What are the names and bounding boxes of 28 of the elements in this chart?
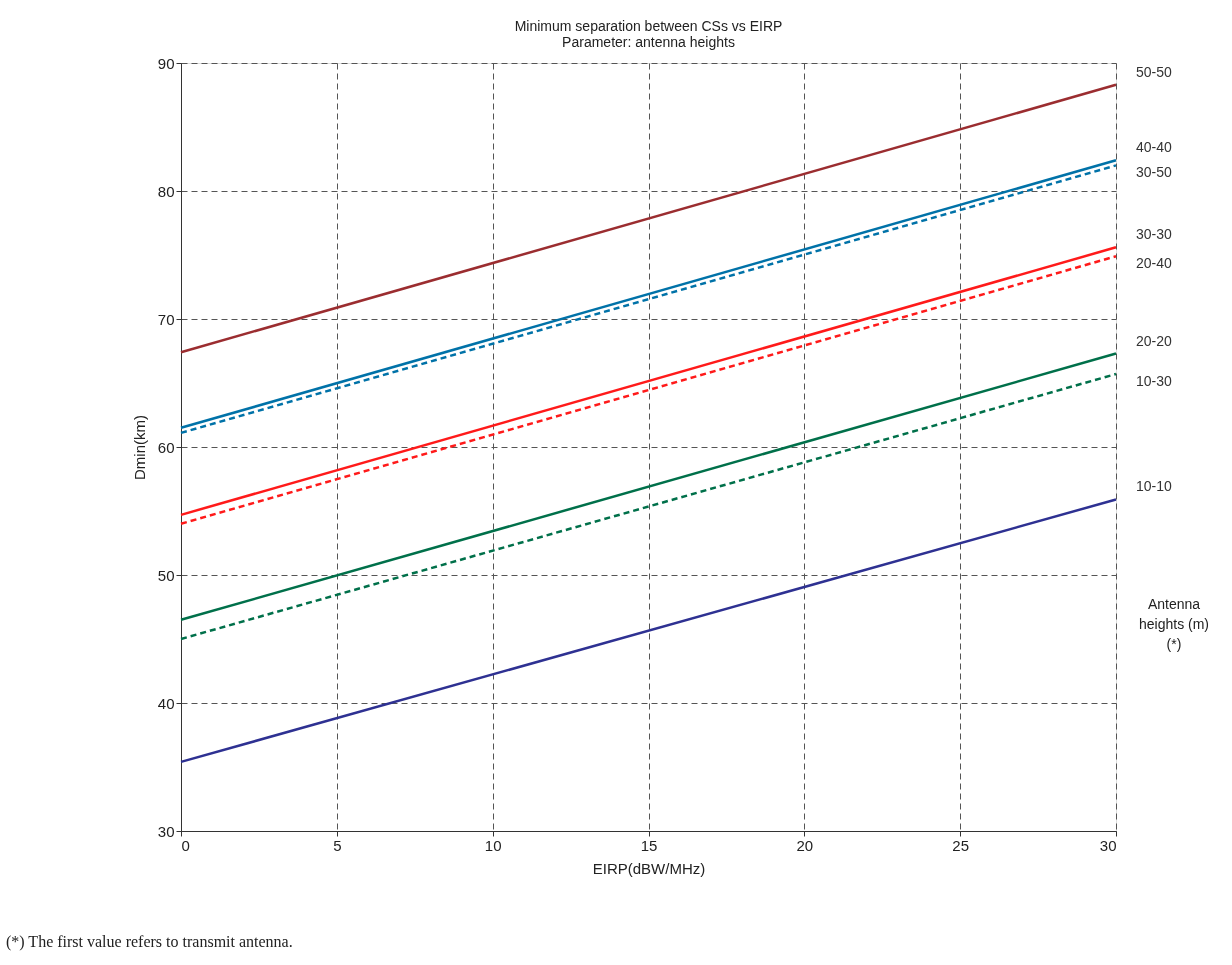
series-label: 40-40 xyxy=(1136,139,1173,156)
y-tick-label: 30 xyxy=(157,822,175,840)
x-tick-label: 25 xyxy=(952,836,970,854)
x-tick-label: 20 xyxy=(796,836,814,854)
x-tick-label: 30 xyxy=(1099,836,1117,854)
text: Antenna heights (m) (*) xyxy=(1138,596,1210,652)
y-tick-label: 90 xyxy=(157,54,175,72)
y-tick-label: 50 xyxy=(157,566,175,584)
chart-subtitle: Parameter: antenna heights xyxy=(562,34,735,50)
series-label: 50-50 xyxy=(1136,63,1173,80)
y-tick-label: 80 xyxy=(157,182,175,200)
chart-title: Minimum separation between CSs vs EIRP xyxy=(514,18,783,34)
y-axis-title: Dmin(km) xyxy=(130,415,148,480)
series-label: 30-30 xyxy=(1136,226,1173,243)
series-label: 30-50 xyxy=(1136,164,1173,181)
x-tick-label: 5 xyxy=(333,836,342,854)
series-label: 20-40 xyxy=(1136,255,1173,272)
x-tick-label: 15 xyxy=(640,836,658,854)
y-tick-label: 40 xyxy=(157,694,175,712)
x-tick-label: 10 xyxy=(484,836,502,854)
series-label: 20-20 xyxy=(1136,332,1173,349)
series-label: 10-10 xyxy=(1136,478,1173,495)
text: (*) The first value refers to transmit antenna. xyxy=(6,933,293,951)
x-axis-title: EIRP(dBW/MHz) xyxy=(592,859,706,877)
series-label: 10-30 xyxy=(1136,373,1173,390)
y-tick-label: 60 xyxy=(157,438,175,456)
x-tick-label: 0 xyxy=(181,836,190,854)
y-tick-label: 70 xyxy=(157,310,175,328)
